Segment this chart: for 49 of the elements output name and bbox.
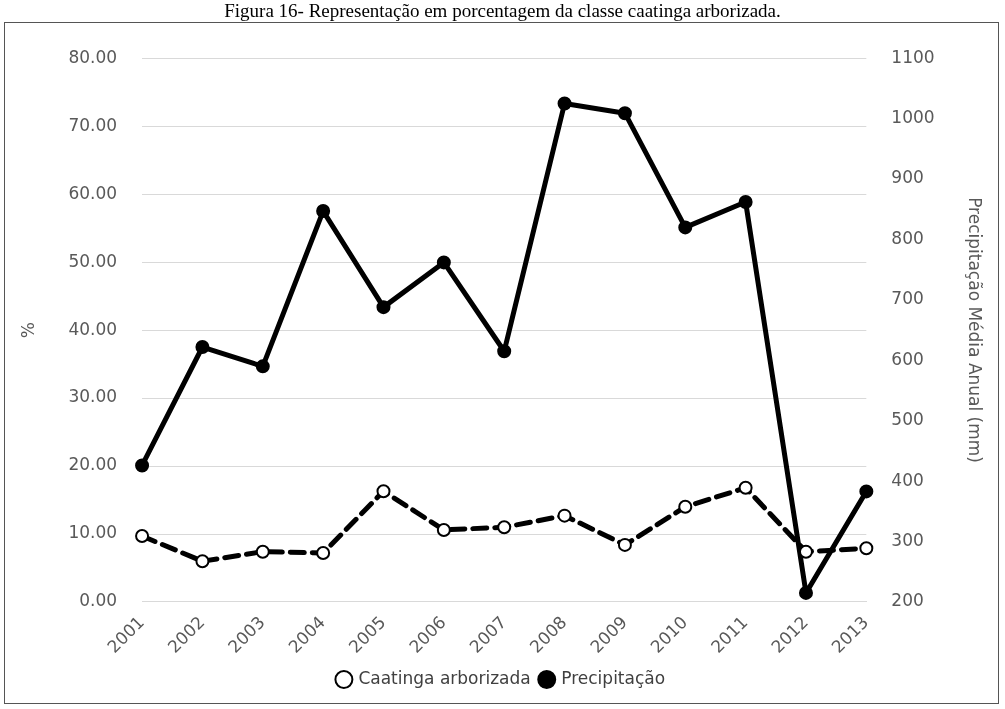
- point: [376, 300, 391, 315]
- y2-tick-label: 700: [891, 288, 924, 309]
- y2-tick-label: 900: [891, 167, 924, 188]
- point: [859, 541, 874, 556]
- point: [436, 255, 451, 270]
- point: [678, 499, 693, 514]
- y2-tick-label: 800: [891, 227, 924, 248]
- point: [497, 520, 512, 535]
- y2-axis-title: Precipitação Média Anual (mm): [965, 197, 986, 464]
- point: [195, 554, 210, 569]
- point: [678, 220, 693, 235]
- point: [135, 529, 150, 544]
- y2-tick-label: 1100: [891, 46, 935, 67]
- point: [316, 204, 331, 219]
- y2-tick-label: 600: [891, 348, 924, 369]
- y-tick-label: 0.00: [79, 590, 118, 611]
- legend-label: Caatinga arborizada: [358, 667, 531, 688]
- point: [738, 195, 753, 209]
- point: [798, 585, 813, 600]
- point: [195, 340, 210, 355]
- chart-title: Figura 16- Representação em porcentagem da classe caatinga arborizada.: [223, 0, 782, 22]
- point: [255, 359, 270, 374]
- y-tick-label: 30.00: [68, 386, 118, 407]
- point: [436, 522, 451, 537]
- point: [738, 480, 753, 495]
- point: [316, 546, 331, 561]
- y2-tick-label: 300: [891, 529, 924, 550]
- point: [859, 484, 874, 499]
- point: [617, 537, 632, 552]
- y-tick-label: 10.00: [68, 522, 118, 543]
- y-tick-label: 60.00: [68, 182, 118, 203]
- y2-tick-label: 200: [891, 590, 924, 611]
- point: [497, 344, 512, 359]
- y-tick-label: 80.00: [68, 46, 118, 67]
- point: [617, 106, 632, 121]
- y-tick-label: 50.00: [68, 250, 118, 271]
- point: [557, 508, 572, 523]
- y-tick-label: 40.00: [68, 318, 118, 339]
- y2-tick-label: 400: [891, 469, 924, 490]
- point: [376, 484, 391, 499]
- legend-label: Precipitação: [561, 667, 666, 688]
- y2-tick-label: 500: [891, 409, 924, 430]
- point: [135, 458, 150, 473]
- point: [557, 96, 572, 111]
- y-tick-label: 20.00: [68, 454, 118, 475]
- y2-tick-label: 1000: [891, 107, 935, 128]
- y-tick-label: 70.00: [68, 114, 118, 135]
- point: [255, 544, 270, 559]
- y-axis-title: %: [17, 322, 38, 339]
